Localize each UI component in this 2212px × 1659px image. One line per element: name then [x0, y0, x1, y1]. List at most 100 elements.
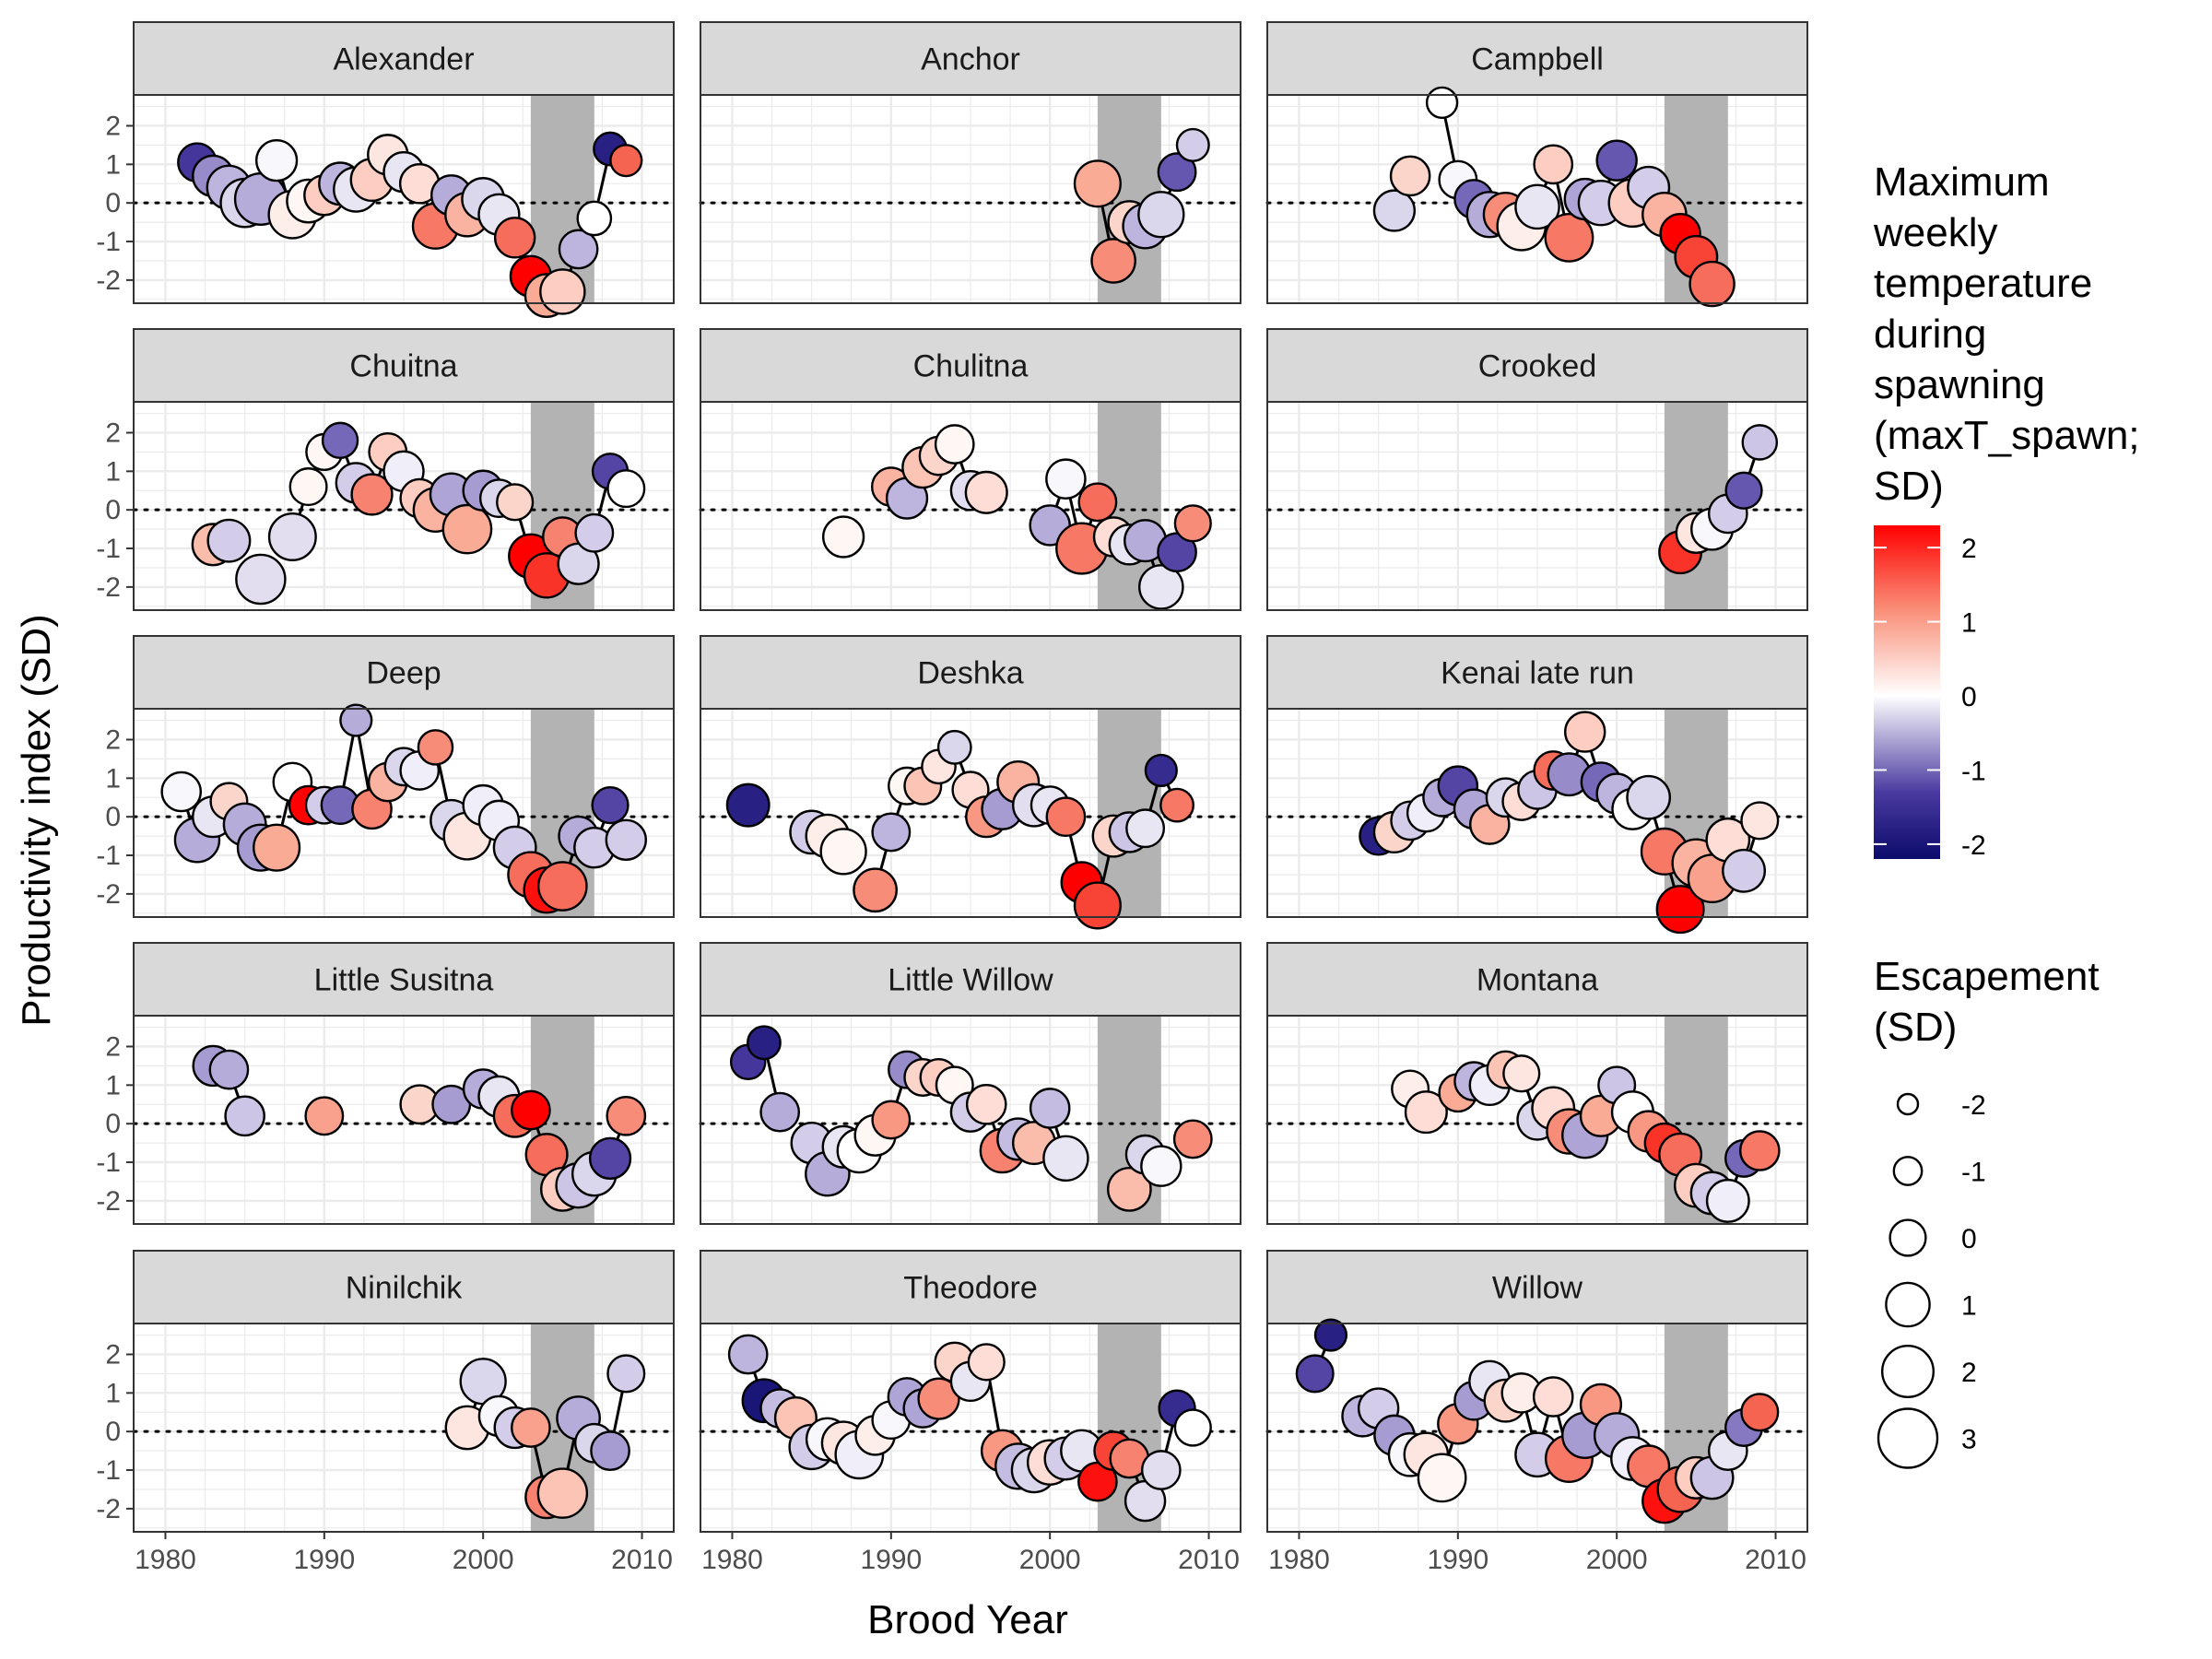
y-tick-label: 1 [105, 1070, 121, 1100]
size-legend-label: -1 [1961, 1158, 1986, 1188]
data-point [965, 1083, 1007, 1125]
color-legend-title: Maximum weekly temperature during spawning (m… [1873, 159, 2140, 509]
data-point [253, 823, 301, 872]
x-tick-label: 2000 [453, 1545, 514, 1575]
data-point [588, 1136, 632, 1180]
y-tick-label: -1 [96, 1147, 121, 1178]
facet-panel: Chulitna [699, 328, 1242, 611]
x-tick-label: 1980 [135, 1545, 196, 1575]
y-tick-label: 2 [105, 418, 121, 448]
facet-panel: Crooked [1265, 328, 1809, 611]
facet-panel: Little Willow [699, 942, 1242, 1225]
data-point [725, 782, 771, 828]
facet-strip [700, 21, 1241, 96]
facet-strip-label: Chuitna [349, 349, 457, 384]
x-axis-title: Brood Year [867, 1597, 1068, 1642]
colorbar-tick-label: 2 [1961, 534, 1977, 564]
data-point [1724, 471, 1763, 510]
data-point [1045, 796, 1087, 838]
size-legend-key [1877, 1407, 1939, 1469]
data-point [1173, 504, 1212, 543]
data-point [1073, 881, 1122, 930]
y-tick-label: 1 [105, 763, 121, 794]
y-tick-label: 1 [105, 456, 121, 487]
data-point [511, 1089, 551, 1131]
facet-panel: Chuitna 2 1 0 -1 -2 [96, 328, 676, 611]
facet-strip [1266, 635, 1808, 710]
panel-border [1266, 1015, 1808, 1225]
data-point [606, 469, 646, 509]
data-point [1514, 183, 1560, 230]
y-tick-label: -1 [96, 227, 121, 257]
data-point [1655, 885, 1705, 935]
panel-border [133, 1015, 675, 1225]
size-legend-label: 2 [1961, 1358, 1977, 1388]
colorbar-tick-label: -2 [1961, 830, 1986, 861]
data-point [1425, 86, 1459, 120]
facet-panel: Kenai late run [1265, 635, 1809, 935]
data-point [1404, 1090, 1448, 1135]
colorbar [1874, 525, 1940, 859]
data-point [574, 512, 615, 553]
facet-strip [133, 635, 675, 710]
data-point [1544, 212, 1594, 263]
x-tick-label: 1990 [860, 1545, 922, 1575]
data-point [1137, 191, 1185, 239]
size-legend-key [1896, 1092, 1920, 1116]
data-point [537, 861, 588, 912]
y-axis-title: Productivity index (SD) [14, 614, 59, 1026]
data-point [1705, 1178, 1750, 1223]
x-tick-label: 1990 [1427, 1545, 1488, 1575]
data-point [1173, 1408, 1212, 1447]
color-legend-title-line: Maximum [1874, 159, 2050, 205]
size-legend-keys: -2 -1 0 1 2 3 [1877, 1090, 1986, 1469]
x-tick-label: 2010 [611, 1545, 673, 1575]
data-point [558, 229, 599, 270]
size-legend-label: -2 [1961, 1090, 1986, 1121]
data-point [1175, 127, 1210, 162]
y-tick-label: -1 [96, 534, 121, 564]
data-point [1740, 1393, 1780, 1432]
data-point [934, 424, 975, 465]
size-legend-key [1888, 1218, 1927, 1257]
y-tick-label: 0 [105, 1417, 121, 1447]
data-point [819, 828, 867, 876]
data-point [254, 139, 299, 182]
y-tick-label: 0 [105, 1109, 121, 1139]
data-point [1140, 1145, 1182, 1187]
facet-strip [133, 21, 675, 96]
facet-strip [133, 942, 675, 1017]
data-point [1533, 144, 1574, 185]
data-point [288, 467, 328, 507]
facet-strip-label: Montana [1477, 963, 1598, 998]
panel-border [700, 1323, 1241, 1533]
data-point [1106, 1166, 1152, 1212]
facet-strip [133, 1250, 675, 1324]
facet-panel: Theodore 1980 1990 2000 2010 [699, 1250, 1242, 1575]
x-tick-label: 2000 [1019, 1545, 1081, 1575]
facet-strip-label: Ninilchik [346, 1271, 464, 1306]
data-point [853, 867, 898, 913]
y-tick-label: 2 [105, 724, 121, 755]
facet-strip [700, 328, 1241, 403]
facet-strip [1266, 1250, 1808, 1324]
data-point [1564, 711, 1606, 753]
data-point [871, 1100, 912, 1140]
y-tick-label: 2 [105, 1031, 121, 1062]
color-legend-title-line: temperature [1874, 261, 2092, 306]
colorbar-tick-label: 1 [1961, 608, 1977, 639]
size-legend-key [1885, 1281, 1931, 1328]
data-point [917, 1377, 960, 1420]
data-point [759, 1091, 801, 1133]
facet-panel: Little Susitna 2 1 0 -1 -2 [96, 942, 676, 1225]
facet-panel: Willow 1980 1990 2000 2010 [1265, 1250, 1809, 1575]
data-point [511, 1407, 551, 1448]
x-tick-label: 1980 [701, 1545, 763, 1575]
data-point [1295, 1354, 1335, 1394]
facet-panel: Deep 2 1 0 -1 -2 [96, 635, 676, 918]
facet-strip-label: Crooked [1478, 349, 1597, 384]
facet-strip-label: Willow [1492, 1271, 1583, 1306]
data-point [1125, 808, 1166, 849]
facet-panel: Anchor [699, 21, 1242, 304]
